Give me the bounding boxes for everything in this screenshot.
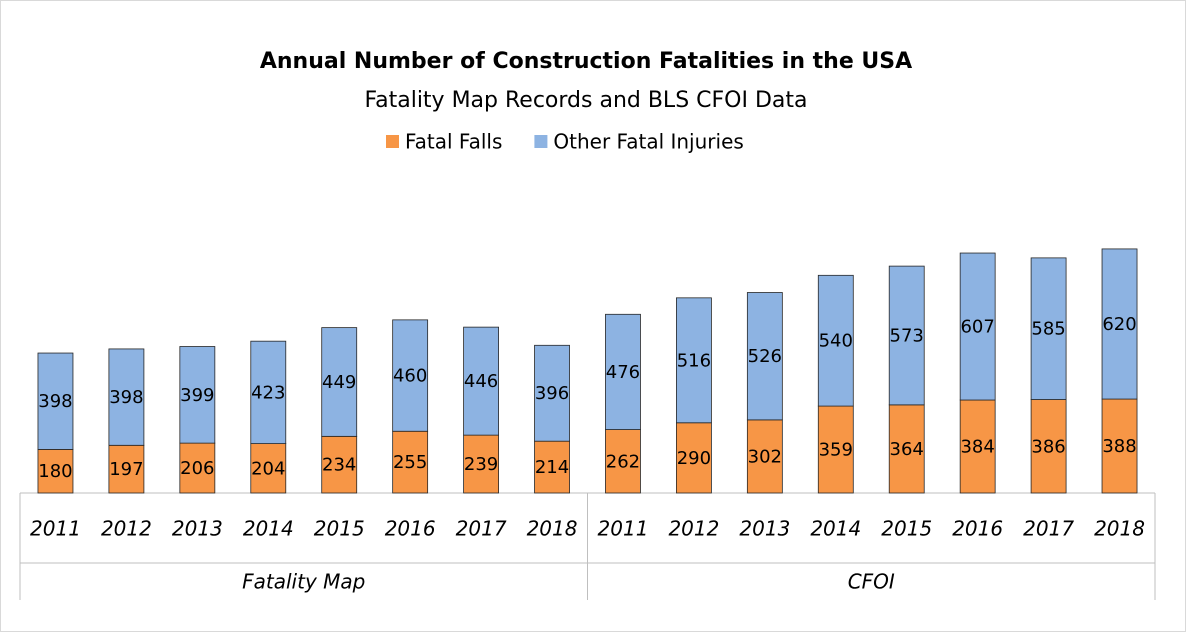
value-label: 386	[1031, 436, 1065, 457]
value-label: 585	[1031, 319, 1065, 340]
bar-segment	[605, 429, 641, 494]
value-label: 239	[464, 454, 498, 475]
value-label: 388	[1102, 436, 1136, 457]
bar-segment	[392, 430, 429, 494]
legend-label: Fatal Falls	[405, 130, 502, 154]
value-label: 197	[109, 459, 143, 480]
bar-segment	[463, 326, 499, 436]
value-label: 234	[322, 455, 356, 476]
x-tick-label: 2017	[1023, 517, 1074, 541]
value-label: 526	[748, 346, 782, 367]
bar-segment	[108, 348, 145, 446]
value-label: 398	[109, 387, 143, 408]
chart-subtitle: Fatality Map Records and BLS CFOI Data	[364, 88, 807, 113]
value-label: 262	[606, 451, 640, 472]
bar-segment	[179, 442, 216, 494]
value-label: 384	[960, 437, 994, 458]
x-tick-label: 2013	[739, 517, 790, 541]
bar-segment	[250, 443, 287, 494]
value-label: 206	[180, 458, 214, 479]
x-tick-label: 2015	[881, 517, 932, 541]
bar-segment	[179, 346, 216, 444]
group-label: CFOI	[848, 570, 895, 594]
bar-segment	[392, 319, 429, 432]
value-label: 180	[38, 461, 72, 482]
x-tick-label: 2018	[1094, 517, 1145, 541]
x-tick-label: 2016	[385, 517, 436, 541]
bar-segment	[746, 419, 783, 494]
x-tick-label: 2012	[101, 517, 152, 541]
x-tick-label: 2011	[30, 517, 81, 541]
chart-title: Annual Number of Construction Fatalities…	[260, 49, 912, 74]
bar-segment	[1101, 248, 1138, 400]
bar-segment	[817, 274, 854, 407]
bar-segment	[534, 440, 570, 494]
value-label: 476	[606, 362, 640, 383]
value-label: 214	[535, 457, 569, 478]
bar-segment	[1101, 398, 1138, 494]
bar-segment	[605, 313, 641, 430]
x-tick-label: 2012	[668, 517, 719, 541]
x-tick-label: 2014	[810, 517, 861, 541]
value-label: 460	[393, 366, 427, 387]
value-label: 540	[819, 331, 853, 352]
bar-segment	[534, 344, 570, 442]
bar-segment	[676, 422, 712, 494]
bar-segment	[888, 404, 925, 494]
bar-segment	[37, 352, 74, 450]
bar-segment	[108, 444, 145, 494]
x-tick-label: 2016	[952, 517, 1003, 541]
bar-segment	[676, 297, 712, 424]
x-tick-label: 2018	[527, 517, 578, 541]
value-label: 516	[677, 350, 711, 371]
value-label: 255	[393, 452, 427, 473]
x-tick-label: 2011	[598, 517, 649, 541]
legend-swatch	[534, 135, 548, 148]
x-tick-label: 2013	[172, 517, 223, 541]
bar-segment	[250, 340, 287, 445]
value-label: 423	[251, 382, 285, 403]
bar-segment	[1030, 257, 1067, 400]
value-label: 399	[180, 385, 214, 406]
value-label: 446	[464, 371, 498, 392]
value-label: 620	[1102, 314, 1136, 335]
x-tick-label: 2015	[314, 517, 365, 541]
bar-segment	[37, 449, 74, 494]
legend-swatch	[386, 135, 399, 148]
value-label: 302	[748, 446, 782, 467]
bar-segment	[321, 327, 358, 437]
bar-segment	[817, 405, 854, 494]
value-label: 204	[251, 458, 285, 479]
bar-segment	[1030, 399, 1067, 494]
bar-segment	[746, 292, 783, 421]
value-label: 573	[890, 325, 924, 346]
value-label: 364	[890, 439, 924, 460]
x-tick-label: 2017	[456, 517, 507, 541]
bar-segment	[959, 252, 996, 401]
bar-segment	[959, 399, 996, 494]
legend-label: Other Fatal Injuries	[553, 130, 743, 154]
value-label: 449	[322, 372, 356, 393]
x-tick-label: 2014	[243, 517, 294, 541]
value-label: 290	[677, 448, 711, 469]
value-label: 396	[535, 383, 569, 404]
value-label: 359	[819, 440, 853, 461]
group-label: Fatality Map	[242, 570, 365, 594]
bar-segment	[888, 265, 925, 406]
value-label: 398	[38, 391, 72, 412]
legend: Fatal Falls Other Fatal Injuries	[386, 130, 744, 154]
value-label: 607	[960, 317, 994, 338]
